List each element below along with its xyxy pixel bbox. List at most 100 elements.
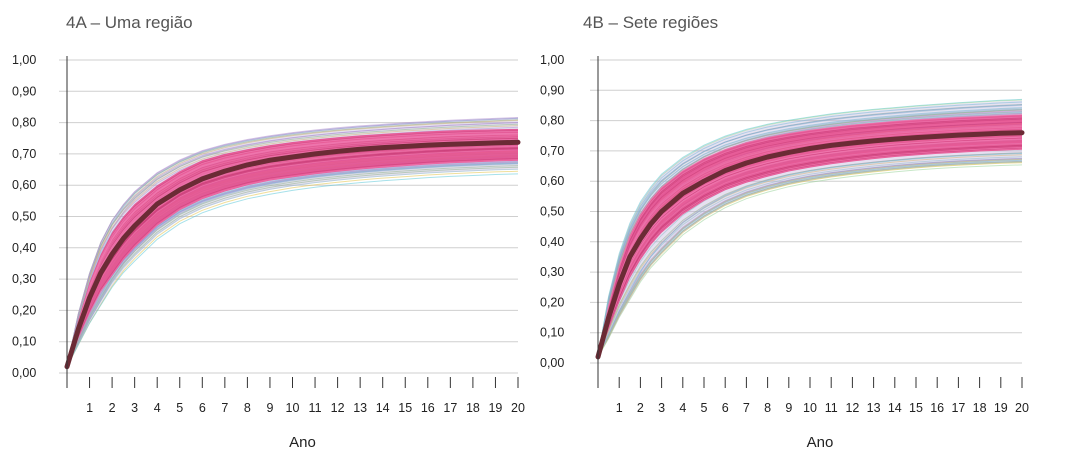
y-tick-label: 0,30 bbox=[540, 265, 564, 279]
simulation-line bbox=[597, 154, 1023, 358]
x-axis-label: Ano bbox=[807, 434, 834, 451]
simulation-line bbox=[66, 168, 519, 367]
x-tick-label: 4 bbox=[679, 401, 686, 415]
band-line bbox=[597, 127, 1023, 357]
band-line bbox=[66, 135, 519, 367]
x-tick-label: 9 bbox=[785, 401, 792, 415]
x-tick-label: 15 bbox=[909, 401, 923, 415]
simulation-line bbox=[66, 162, 519, 367]
band-line bbox=[597, 117, 1023, 357]
y-tick-label: 0,70 bbox=[540, 144, 564, 158]
y-tick-label: 0,60 bbox=[540, 174, 564, 188]
band-line bbox=[66, 158, 519, 367]
band-line bbox=[597, 144, 1023, 358]
band-line bbox=[66, 133, 519, 367]
simulation-line bbox=[66, 161, 519, 367]
chart-title-left: 4A – Uma região bbox=[66, 13, 193, 32]
x-tick-label: 1 bbox=[86, 401, 93, 415]
simulation-line bbox=[597, 156, 1023, 358]
y-tick-label: 0,40 bbox=[12, 241, 36, 255]
band-line bbox=[597, 125, 1023, 357]
x-axis: 1 2 3 4 5 6 7 8 9 10 11 12 13 14 15 16 17 18 19 20 bbox=[86, 377, 525, 415]
band-line bbox=[597, 147, 1023, 358]
x-tick-label: 11 bbox=[825, 401, 838, 415]
chart-panel-right: 4B – Sete regiões 1,00 0,90 0,80 0,70 0,60 0,… bbox=[532, 0, 1065, 454]
band-line bbox=[66, 138, 519, 367]
y-tick-label: 0,20 bbox=[540, 295, 564, 309]
x-tick-label: 8 bbox=[244, 401, 251, 415]
x-tick-label: 12 bbox=[331, 401, 345, 415]
x-tick-label: 14 bbox=[888, 401, 902, 415]
band-line bbox=[597, 146, 1023, 358]
x-tick-label: 20 bbox=[1015, 401, 1029, 415]
band-line bbox=[66, 138, 519, 367]
simulation-line bbox=[66, 157, 519, 367]
band-line bbox=[597, 116, 1023, 357]
y-tick-label: 0,10 bbox=[540, 326, 564, 340]
x-tick-label: 16 bbox=[930, 401, 944, 415]
x-tick-label: 9 bbox=[266, 401, 273, 415]
x-axis: 1 2 3 4 5 6 7 8 9 10 11 12 13 14 15 16 17 18 19 20 bbox=[616, 377, 1029, 415]
x-axis-label: Ano bbox=[289, 434, 316, 451]
chart-title-right: 4B – Sete regiões bbox=[583, 13, 719, 32]
x-tick-label: 17 bbox=[443, 401, 457, 415]
simulation-line bbox=[66, 158, 519, 367]
band-line bbox=[597, 124, 1023, 357]
simulation-line bbox=[66, 170, 519, 367]
x-tick-label: 10 bbox=[803, 401, 817, 415]
simulation-line bbox=[66, 125, 519, 367]
band-line bbox=[66, 132, 519, 367]
y-tick-label: 0,70 bbox=[12, 147, 36, 161]
y-tick-label: 0,40 bbox=[540, 235, 564, 249]
x-tick-label: 20 bbox=[511, 401, 525, 415]
x-tick-label: 2 bbox=[637, 401, 644, 415]
simulation-line bbox=[597, 110, 1023, 357]
x-tick-label: 4 bbox=[154, 401, 161, 415]
band-line bbox=[66, 130, 519, 367]
simulation-line bbox=[597, 162, 1023, 358]
band-line bbox=[66, 137, 519, 367]
y-tick-label: 0,80 bbox=[12, 116, 36, 130]
simulation-line bbox=[66, 117, 519, 367]
x-tick-label: 11 bbox=[309, 401, 322, 415]
chart-panel-left: 4A – Uma região 1,00 0,90 0,80 0,70 0,60 0,50… bbox=[0, 0, 532, 454]
band-line bbox=[597, 118, 1023, 357]
y-tick-label: 0,50 bbox=[540, 205, 564, 219]
simulation-line bbox=[66, 160, 519, 367]
simulation-line bbox=[66, 165, 519, 367]
x-tick-label: 19 bbox=[994, 401, 1008, 415]
x-tick-label: 3 bbox=[658, 401, 665, 415]
x-tick-label: 18 bbox=[466, 401, 480, 415]
x-tick-label: 15 bbox=[398, 401, 412, 415]
simulation-line bbox=[66, 157, 519, 367]
y-tick-label: 0,90 bbox=[12, 84, 36, 98]
simulation-line bbox=[66, 156, 519, 367]
x-tick-label: 3 bbox=[131, 401, 138, 415]
x-tick-label: 10 bbox=[286, 401, 300, 415]
simulation-line bbox=[597, 164, 1023, 358]
x-tick-label: 6 bbox=[199, 401, 206, 415]
band-line bbox=[597, 121, 1023, 357]
band-line bbox=[597, 114, 1023, 357]
chart-left-svg: 1,00 0,90 0,80 0,70 0,60 0,50 0,40 0,30 0,20 0,10… bbox=[12, 53, 525, 451]
y-tick-label: 0,00 bbox=[540, 356, 564, 370]
x-tick-label: 2 bbox=[109, 401, 116, 415]
y-tick-label: 0,20 bbox=[12, 303, 36, 317]
median-line bbox=[64, 139, 521, 370]
x-tick-label: 13 bbox=[353, 401, 367, 415]
y-tick-labels: 1,00 0,90 0,80 0,70 0,60 0,50 0,40 0,30 0,20 0,10… bbox=[12, 53, 36, 380]
y-tick-label: 0,90 bbox=[540, 83, 564, 97]
x-tick-label: 1 bbox=[616, 401, 623, 415]
y-tick-label: 1,00 bbox=[12, 53, 36, 67]
y-tick-label: 0,30 bbox=[12, 272, 36, 286]
x-tick-label: 14 bbox=[376, 401, 390, 415]
band-line bbox=[597, 139, 1023, 358]
y-tick-label: 0,80 bbox=[540, 114, 564, 128]
chart-right-svg: 1,00 0,90 0,80 0,70 0,60 0,50 0,40 0,30 0,20 0,10… bbox=[540, 53, 1029, 451]
band-line bbox=[597, 142, 1023, 358]
simulation-line bbox=[597, 157, 1023, 358]
y-tick-label: 0,10 bbox=[12, 335, 36, 349]
simulation-line bbox=[66, 163, 519, 367]
y-tick-label: 0,00 bbox=[12, 366, 36, 380]
band-line bbox=[66, 159, 519, 367]
